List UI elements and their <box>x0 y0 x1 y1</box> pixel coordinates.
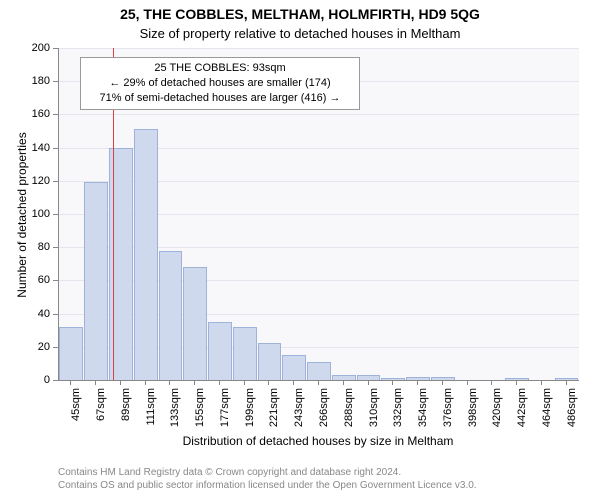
y-tick-mark <box>53 280 58 281</box>
y-tick-label: 160 <box>26 108 50 120</box>
x-tick-label: 398sqm <box>467 388 479 436</box>
y-tick-label: 140 <box>26 142 50 154</box>
y-tick-mark <box>53 48 58 49</box>
x-axis-label: Distribution of detached houses by size … <box>58 434 578 448</box>
x-tick-label: 177sqm <box>219 388 231 436</box>
y-tick-mark <box>53 380 58 381</box>
x-tick-mark <box>219 380 220 385</box>
y-tick-mark <box>53 247 58 248</box>
x-tick-mark <box>169 380 170 385</box>
y-tick-mark <box>53 314 58 315</box>
x-tick-mark <box>491 380 492 385</box>
y-tick-mark <box>53 81 58 82</box>
y-tick-label: 180 <box>26 75 50 87</box>
histogram-bar <box>183 267 207 380</box>
y-tick-label: 100 <box>26 208 50 220</box>
histogram-bar <box>84 182 108 380</box>
annotation-line-1: 25 THE COBBLES: 93sqm <box>87 61 353 76</box>
x-tick-mark <box>566 380 567 385</box>
x-tick-label: 155sqm <box>194 388 206 436</box>
x-tick-label: 442sqm <box>516 388 528 436</box>
y-tick-label: 0 <box>26 374 50 386</box>
annotation-box: 25 THE COBBLES: 93sqm ← 29% of detached … <box>80 57 360 110</box>
histogram-bar <box>332 375 356 380</box>
histogram-bar <box>208 322 232 380</box>
histogram-bar <box>258 343 282 380</box>
x-tick-label: 199sqm <box>244 388 256 436</box>
x-tick-label: 310sqm <box>368 388 380 436</box>
x-tick-label: 221sqm <box>268 388 280 436</box>
x-tick-label: 266sqm <box>318 388 330 436</box>
x-tick-mark <box>194 380 195 385</box>
x-tick-mark <box>392 380 393 385</box>
y-tick-mark <box>53 214 58 215</box>
y-tick-mark <box>53 114 58 115</box>
chart-subtitle: Size of property relative to detached ho… <box>0 26 600 41</box>
x-tick-label: 111sqm <box>145 388 157 436</box>
y-tick-mark <box>53 148 58 149</box>
y-tick-mark <box>53 347 58 348</box>
histogram-bar <box>282 355 306 380</box>
x-tick-label: 376sqm <box>442 388 454 436</box>
y-tick-label: 120 <box>26 175 50 187</box>
x-tick-mark <box>516 380 517 385</box>
annotation-line-3: 71% of semi-detached houses are larger (… <box>87 91 353 106</box>
x-tick-mark <box>120 380 121 385</box>
chart-title: 25, THE COBBLES, MELTHAM, HOLMFIRTH, HD9… <box>0 6 600 22</box>
annotation-line-2: ← 29% of detached houses are smaller (17… <box>87 76 353 91</box>
x-tick-mark <box>318 380 319 385</box>
grid-line <box>59 114 579 115</box>
footer-line-2: Contains OS and public sector informatio… <box>58 479 477 492</box>
histogram-bar <box>233 327 257 380</box>
y-tick-label: 20 <box>26 341 50 353</box>
x-tick-label: 45sqm <box>70 388 82 436</box>
histogram-bar <box>431 377 455 380</box>
y-tick-label: 80 <box>26 241 50 253</box>
x-tick-mark <box>145 380 146 385</box>
x-tick-mark <box>70 380 71 385</box>
y-tick-label: 200 <box>26 42 50 54</box>
x-tick-label: 420sqm <box>491 388 503 436</box>
x-tick-label: 354sqm <box>417 388 429 436</box>
x-tick-mark <box>244 380 245 385</box>
y-tick-label: 60 <box>26 274 50 286</box>
grid-line <box>59 48 579 49</box>
x-tick-label: 486sqm <box>566 388 578 436</box>
x-tick-mark <box>268 380 269 385</box>
y-tick-label: 40 <box>26 308 50 320</box>
histogram-bar <box>159 251 183 380</box>
histogram-bar <box>134 129 158 380</box>
histogram-bar <box>307 362 331 380</box>
footer-line-1: Contains HM Land Registry data © Crown c… <box>58 466 477 479</box>
x-tick-label: 67sqm <box>95 388 107 436</box>
x-tick-label: 133sqm <box>169 388 181 436</box>
y-tick-mark <box>53 181 58 182</box>
x-tick-mark <box>343 380 344 385</box>
x-tick-label: 464sqm <box>541 388 553 436</box>
x-tick-mark <box>293 380 294 385</box>
histogram-bar <box>59 327 83 380</box>
x-tick-mark <box>417 380 418 385</box>
chart-container: 25, THE COBBLES, MELTHAM, HOLMFIRTH, HD9… <box>0 0 600 500</box>
x-tick-mark <box>442 380 443 385</box>
x-tick-label: 288sqm <box>343 388 355 436</box>
x-tick-mark <box>541 380 542 385</box>
x-tick-mark <box>467 380 468 385</box>
x-tick-label: 89sqm <box>120 388 132 436</box>
footer-text: Contains HM Land Registry data © Crown c… <box>58 466 477 492</box>
x-tick-label: 243sqm <box>293 388 305 436</box>
x-tick-mark <box>368 380 369 385</box>
x-tick-label: 332sqm <box>392 388 404 436</box>
x-tick-mark <box>95 380 96 385</box>
